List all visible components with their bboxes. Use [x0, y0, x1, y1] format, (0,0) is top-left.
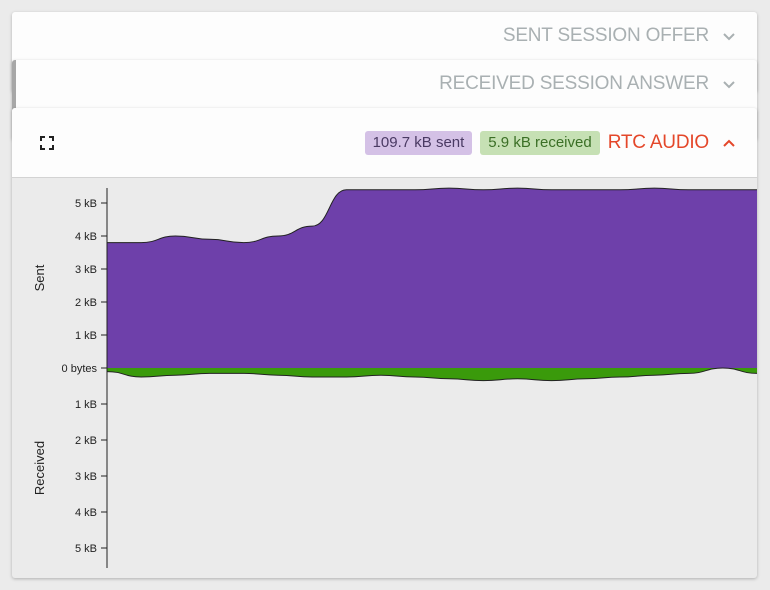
- sent-session-offer-title: SENT SESSION OFFER: [502, 25, 709, 46]
- chevron-down-icon[interactable]: [721, 76, 737, 92]
- y-tick-sent-3-label: 3 kB: [75, 264, 97, 276]
- sent-line: [107, 187, 757, 244]
- chart-plot: 5 kB 4 kB 3 kB 2 kB 1 kB 0 bytes 1 kB 2 kB 3 kB 4…: [32, 187, 757, 568]
- expand-icon[interactable]: [40, 136, 54, 150]
- y-tick-sent-2-label: 2 kB: [75, 297, 97, 309]
- received-bytes-badge: 5.9 kB received: [480, 130, 600, 155]
- received-line: [106, 367, 757, 382]
- received-area: [107, 368, 757, 381]
- y-tick-received-3-label: 3 kB: [75, 471, 97, 483]
- received-session-answer-header[interactable]: RECEIVED SESSION ANSWER: [16, 60, 757, 108]
- y-tick-sent-4-label: 4 kB: [75, 231, 97, 243]
- sent-bytes-badge: 109.7 kB sent: [364, 130, 473, 155]
- y-axis-title-sent: Sent: [32, 264, 47, 291]
- sent-area: [107, 188, 757, 368]
- rtc-audio-header[interactable]: 109.7 kB sent 5.9 kB received RTC AUDIO: [12, 108, 757, 178]
- y-tick-received-1-label: 1 kB: [75, 399, 97, 411]
- sent-session-offer-header[interactable]: SENT SESSION OFFER: [12, 12, 757, 60]
- y-tick-sent-1-label: 1 kB: [75, 330, 97, 342]
- rtc-audio-title: RTC AUDIO: [607, 131, 710, 153]
- traffic-chart: 5 kB 4 kB 3 kB 2 kB 1 kB 0 bytes 1 kB 2 kB 3 kB 4…: [32, 187, 757, 568]
- rtc-audio-panel: 109.7 kB sent 5.9 kB received RTC AUDIO …: [12, 108, 757, 578]
- chevron-up-icon[interactable]: [721, 135, 737, 151]
- y-tick-sent-5-label: 5 kB: [75, 198, 97, 210]
- chevron-down-icon[interactable]: [721, 28, 737, 44]
- y-tick-received-5-label: 5 kB: [75, 543, 97, 555]
- y-tick-received-4-label: 4 kB: [75, 507, 97, 519]
- y-tick-received-2-label: 2 kB: [75, 435, 97, 447]
- received-session-answer-title: RECEIVED SESSION ANSWER: [439, 73, 709, 94]
- y-tick-zero-label: 0 bytes: [62, 363, 98, 375]
- y-axis-title-received: Received: [32, 441, 47, 495]
